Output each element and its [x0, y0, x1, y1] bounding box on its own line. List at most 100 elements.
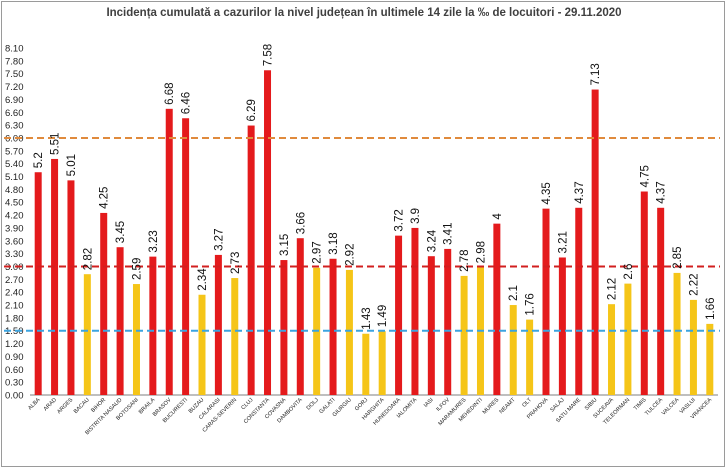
data-label: 7.13 [590, 63, 602, 85]
bar [427, 256, 435, 395]
x-tick-label: BACAU [73, 397, 91, 415]
data-label: 3.9 [410, 208, 422, 224]
bar [100, 212, 108, 395]
bar [264, 70, 272, 395]
data-label: 3.45 [115, 221, 127, 243]
data-label: 1.66 [705, 297, 717, 319]
y-tick-label: 5.40 [5, 159, 24, 170]
bar [247, 125, 255, 396]
y-tick-label: 4.20 [5, 211, 24, 222]
bar [329, 258, 337, 395]
bar [378, 331, 386, 395]
bar [362, 333, 370, 395]
y-tick-label: 0.00 [5, 391, 24, 402]
y-tick-label: 2.70 [5, 275, 24, 286]
bar [640, 191, 648, 395]
data-label: 3.27 [213, 229, 225, 251]
y-tick-label: 4.50 [5, 198, 24, 209]
bar [51, 158, 59, 395]
x-tick-label: SIBIU [584, 397, 599, 412]
bar [165, 108, 173, 396]
data-label: 4 [492, 213, 504, 220]
data-label: 1.76 [525, 293, 537, 315]
y-tick-label: 0.30 [5, 378, 24, 389]
y-tick-label: 5.10 [5, 172, 24, 183]
data-label: 3.23 [148, 230, 160, 252]
bar [673, 272, 681, 395]
data-label: 3.72 [394, 209, 406, 231]
bar [575, 207, 583, 395]
data-label: 5.51 [50, 133, 62, 155]
data-label: 4.35 [541, 182, 553, 204]
x-tick-label: CLUJ [240, 397, 254, 411]
x-tick-label: MURES [482, 397, 501, 416]
data-label: 2.78 [459, 250, 471, 272]
bar [345, 269, 353, 395]
bar [34, 172, 42, 395]
bar [132, 284, 140, 395]
y-tick-label: 6.60 [5, 108, 24, 119]
bar [411, 227, 419, 395]
bar [116, 247, 124, 395]
y-tick-label: 7.20 [5, 82, 24, 93]
data-label: 2.6 [623, 264, 635, 280]
data-label: 2.59 [131, 258, 143, 280]
bar [182, 118, 190, 396]
bar [526, 319, 534, 395]
data-label: 2.98 [475, 241, 487, 263]
y-tick-label: 4.80 [5, 185, 24, 196]
bar [231, 278, 239, 395]
data-label: 2.97 [312, 241, 324, 263]
x-tick-label: ALBA [27, 397, 42, 412]
y-tick-label: 7.50 [5, 69, 24, 80]
data-label: 2.22 [688, 274, 700, 296]
y-tick-label: 0.90 [5, 352, 24, 363]
y-tick-label: 8.10 [5, 44, 24, 55]
x-tick-label: DOLJ [306, 397, 320, 411]
data-label: 5.01 [66, 154, 78, 176]
data-label: 4.37 [656, 181, 668, 203]
x-tick-label: ARAD [43, 397, 58, 412]
x-tick-label: ARGES [56, 397, 74, 415]
bar [689, 299, 697, 395]
data-label: 6.46 [181, 92, 193, 114]
data-label: 1.49 [377, 305, 389, 327]
data-label: 3.66 [295, 212, 307, 234]
x-tick-label: NEAMT [499, 397, 517, 415]
data-label: 2.1 [508, 285, 520, 301]
bar [657, 207, 665, 395]
data-label: 4.37 [574, 181, 586, 203]
data-label: 4.75 [639, 165, 651, 187]
bar [395, 235, 403, 395]
data-label: 6.29 [246, 99, 258, 121]
data-label: 3.24 [426, 229, 438, 252]
bar [591, 89, 599, 395]
y-tick-label: 2.40 [5, 288, 24, 299]
chart-title: Incidența cumulată a cazurilor la nivel … [106, 7, 622, 19]
data-label: 2.82 [82, 248, 94, 270]
y-tick-label: 6.90 [5, 95, 24, 106]
data-label: 2.92 [344, 244, 356, 266]
data-label: 2.73 [230, 252, 242, 274]
bar [542, 208, 550, 395]
x-tick-label: IASI [423, 397, 435, 409]
data-label: 6.68 [164, 82, 176, 104]
y-tick-label: 3.00 [5, 262, 24, 273]
y-tick-label: 3.30 [5, 249, 24, 260]
bar [608, 304, 616, 395]
data-label: 3.18 [328, 232, 340, 254]
x-tick-label: TIMIS [633, 397, 648, 412]
data-label: 1.43 [361, 307, 373, 329]
data-label: 4.25 [99, 187, 111, 209]
bar [493, 223, 501, 395]
bar [296, 238, 304, 395]
bar [624, 283, 632, 395]
x-tick-label: OLT [521, 397, 533, 409]
y-tick-label: 1.50 [5, 326, 24, 337]
data-label: 7.58 [263, 44, 275, 66]
data-label: 3.21 [557, 231, 569, 253]
bar [509, 305, 517, 395]
bar [214, 254, 222, 395]
y-tick-label: 6.30 [5, 121, 24, 132]
